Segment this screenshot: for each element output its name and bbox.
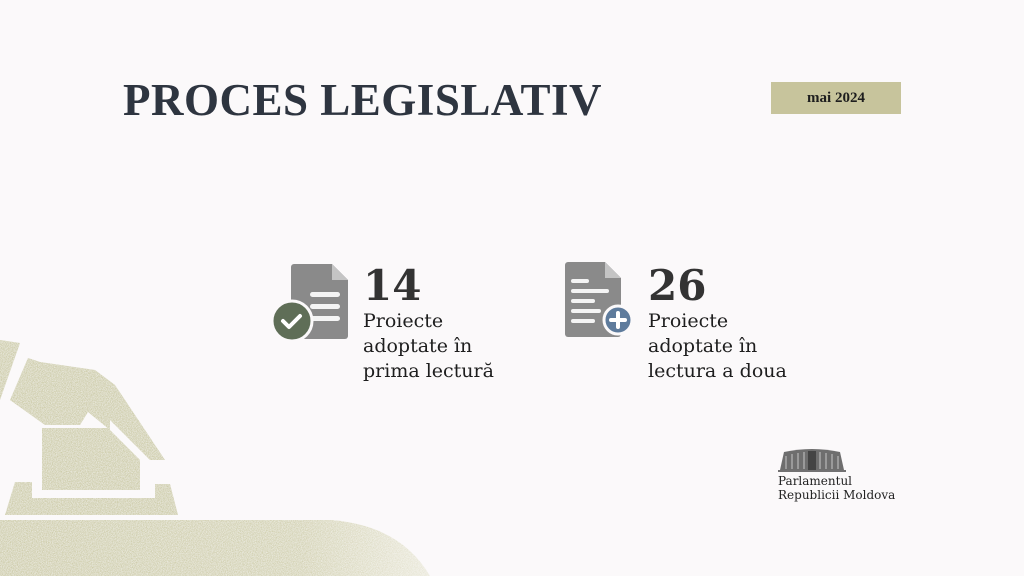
logo-line-2: Republicii Moldova [778,488,896,502]
parliament-building-logo [778,449,846,472]
period-badge: mai 2024 [771,82,901,114]
document-check-icon [270,264,348,343]
document-plus-icon [565,262,634,337]
parliament-logo-text: Parlamentul Republicii Moldova [778,474,895,502]
stat-value: 14 [363,261,422,310]
logo-line-1: Parlamentul [778,474,853,488]
stat-value: 26 [648,261,707,310]
page-title: PROCES LEGISLATIV [123,75,603,125]
stat-label: Proiecte adoptate în prima lectură [363,310,494,382]
stat-label: Proiecte adoptate în lectura a doua [648,310,787,382]
